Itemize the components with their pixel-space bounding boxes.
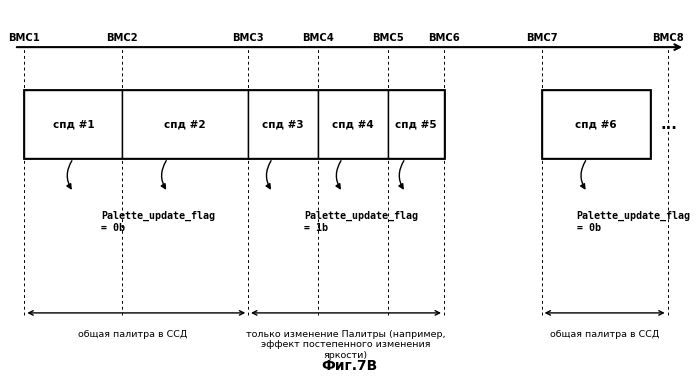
Text: спд #4: спд #4 — [332, 120, 374, 129]
Text: ВМС7: ВМС7 — [526, 33, 558, 43]
Text: ВМС3: ВМС3 — [232, 33, 264, 43]
Text: общая палитра в ССД: общая палитра в ССД — [78, 330, 187, 339]
Text: ВМС5: ВМС5 — [372, 33, 404, 43]
Bar — [24, 90, 248, 158]
Bar — [122, 90, 248, 158]
Text: ВМС2: ВМС2 — [106, 33, 138, 43]
Text: спд #6: спд #6 — [575, 120, 617, 129]
Text: ВМС6: ВМС6 — [428, 33, 460, 43]
Text: спд #3: спд #3 — [262, 120, 304, 129]
Text: общая палитра в ССД: общая палитра в ССД — [550, 330, 659, 339]
Bar — [388, 90, 444, 158]
Text: только изменение Палитры (например,
эффект постепенного изменения
яркости): только изменение Палитры (например, эффе… — [246, 330, 446, 360]
Bar — [248, 90, 444, 158]
Bar — [542, 90, 650, 158]
Text: спд #1: спд #1 — [52, 120, 94, 129]
Text: Фиг.7В: Фиг.7В — [322, 359, 377, 373]
Bar — [318, 90, 388, 158]
Text: Palette_update_flag
= 1b: Palette_update_flag = 1b — [304, 211, 418, 233]
Text: Palette_update_flag
= 0b: Palette_update_flag = 0b — [577, 211, 691, 233]
Text: Palette_update_flag
= 0b: Palette_update_flag = 0b — [101, 211, 215, 233]
Bar — [248, 90, 318, 158]
Text: спд #5: спд #5 — [395, 120, 437, 129]
Text: ВМС4: ВМС4 — [302, 33, 334, 43]
Text: ...: ... — [661, 117, 677, 132]
Text: спд #2: спд #2 — [164, 120, 206, 129]
Text: ВМС8: ВМС8 — [651, 33, 684, 43]
Bar — [24, 90, 122, 158]
Bar — [542, 90, 650, 158]
Text: ВМС1: ВМС1 — [8, 33, 41, 43]
